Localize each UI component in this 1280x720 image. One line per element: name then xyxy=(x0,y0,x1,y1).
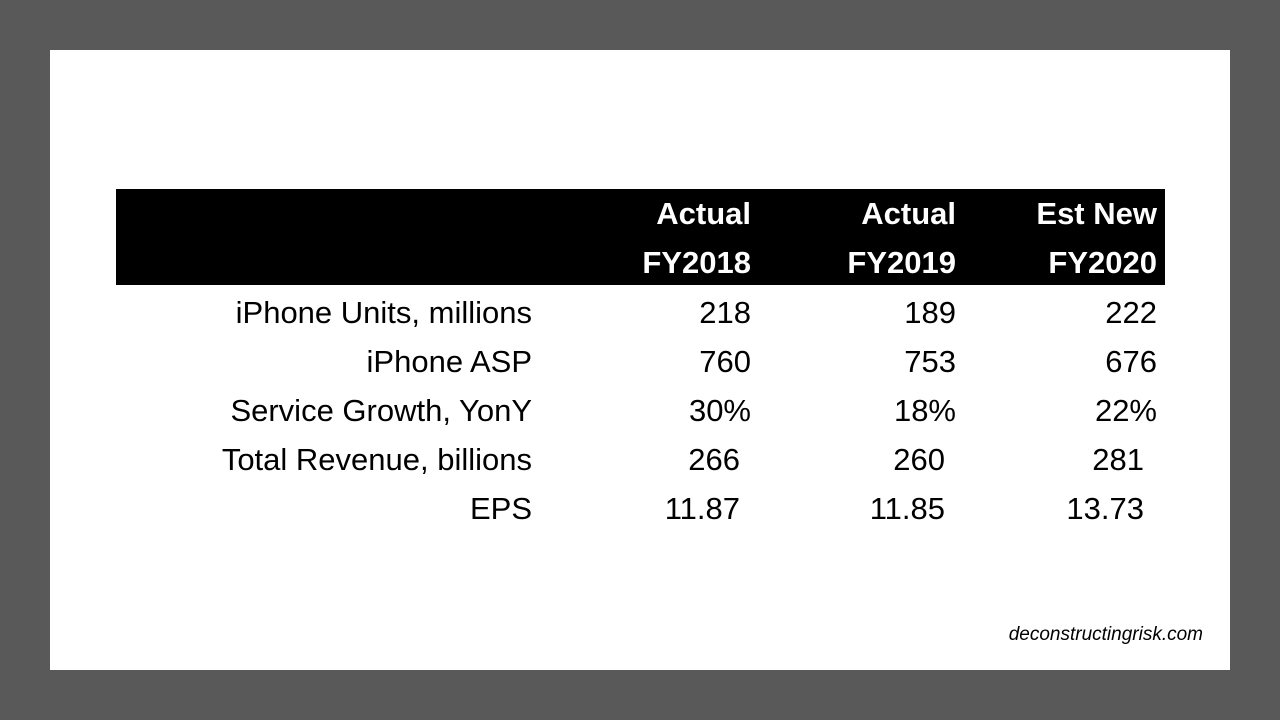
source-watermark: deconstructingrisk.com xyxy=(1008,624,1203,645)
cell-service-growth-fy2018: 30% xyxy=(688,393,751,428)
col-header-fy2019-line1: Actual xyxy=(861,196,956,231)
cell-iphone-asp-fy2019: 753 xyxy=(904,344,956,379)
cell-total-revenue-fy2019: 260 xyxy=(893,442,945,477)
cell-iphone-units-fy2018: 218 xyxy=(699,295,751,330)
cell-iphone-units-fy2019: 189 xyxy=(904,295,956,330)
table-header-bar xyxy=(116,189,1165,285)
col-header-fy2020-line2: FY2020 xyxy=(1048,245,1157,280)
slide: Actual FY2018 Actual FY2019 Est New FY20… xyxy=(50,50,1230,670)
cell-iphone-asp-fy2020: 676 xyxy=(1105,344,1157,379)
cell-eps-fy2019: 11.85 xyxy=(869,491,945,526)
row-label-iphone-asp: iPhone ASP xyxy=(366,344,532,379)
cell-service-growth-fy2020: 22% xyxy=(1094,393,1157,428)
col-header-fy2018-line2: FY2018 xyxy=(642,245,751,280)
col-header-fy2020-line1: Est New xyxy=(1036,196,1157,231)
cell-total-revenue-fy2018: 266 xyxy=(688,442,740,477)
row-label-total-revenue: Total Revenue, billions xyxy=(221,442,532,477)
col-header-fy2019-line2: FY2019 xyxy=(847,245,956,280)
cell-iphone-asp-fy2018: 760 xyxy=(699,344,751,379)
cell-eps-fy2018: 11.87 xyxy=(664,491,740,526)
row-label-iphone-units: iPhone Units, millions xyxy=(235,295,532,330)
row-label-eps: EPS xyxy=(469,491,532,526)
cell-total-revenue-fy2020: 281 xyxy=(1092,442,1144,477)
col-header-fy2018-line1: Actual xyxy=(656,196,751,231)
cell-service-growth-fy2019: 18% xyxy=(893,393,956,428)
cell-eps-fy2020: 13.73 xyxy=(1066,491,1144,526)
cell-iphone-units-fy2020: 222 xyxy=(1105,295,1157,330)
row-label-service-growth: Service Growth, YonY xyxy=(230,393,532,428)
